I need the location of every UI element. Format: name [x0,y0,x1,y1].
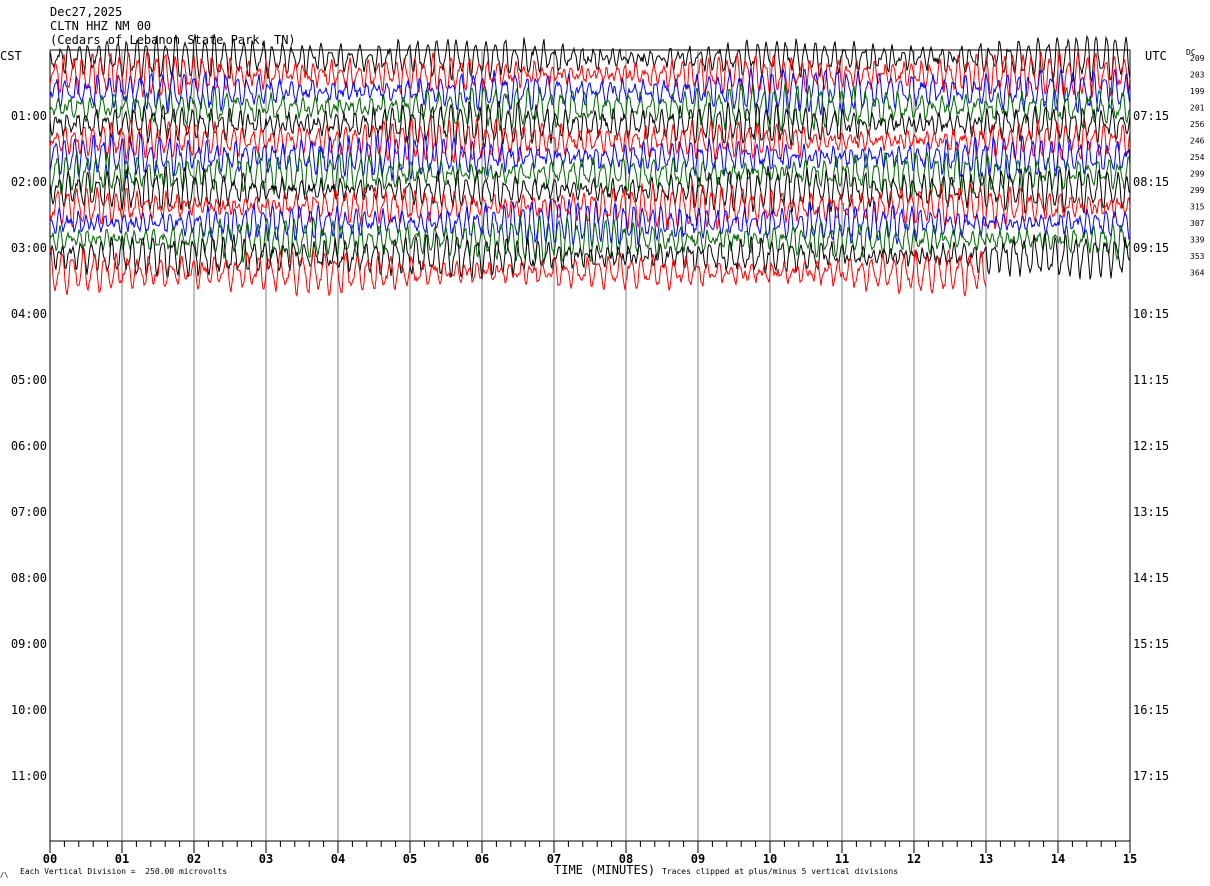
dc-offset-label: 246 [1190,137,1205,146]
header-location: (Cedars of Lebanon State Park, TN) [50,33,296,47]
label-layer: 00 01 02 03 04 05 06 07 08 09 10 11 12 13 14 15 01:00 02:… [11,54,1205,866]
left-hour-label: 03:00 [11,241,47,255]
right-hour-label: 17:15 [1133,769,1169,783]
right-hour-label: 11:15 [1133,373,1169,387]
dc-offset-label: 201 [1190,104,1205,113]
seismic-trace [49,165,1131,215]
x-tick-label: 10 [763,852,777,866]
seismic-trace [49,34,1131,84]
seismic-trace [49,133,1131,181]
cst-axis-title: CST [0,49,22,63]
dc-offset-label: 353 [1190,252,1205,261]
x-tick-label: 13 [979,852,993,866]
seismic-trace [49,248,987,298]
left-hour-label: 07:00 [11,505,47,519]
right-hour-label: 14:15 [1133,571,1169,585]
x-tick-label: 05 [403,852,417,866]
x-tick-label: 15 [1123,852,1137,866]
x-tick-label: 14 [1051,852,1065,866]
left-hour-label: 11:00 [11,769,47,783]
x-tick-label: 09 [691,852,705,866]
clip-note: Traces clipped at plus/minus 5 vertical … [662,867,899,876]
left-hour-label: 08:00 [11,571,47,585]
right-hour-label: 10:15 [1133,307,1169,321]
dc-offset-label: 307 [1190,219,1205,228]
x-tick-label: 11 [835,852,849,866]
division-note: Each Vertical Division = 250.00 microvol… [20,867,228,876]
dc-offset-label: 199 [1190,87,1205,96]
x-tick-label: 04 [331,852,345,866]
left-hour-label: 05:00 [11,373,47,387]
seismic-trace [49,100,1131,149]
seismic-trace [49,66,1131,117]
dc-title: DC [1186,48,1196,57]
dc-offset-label: 256 [1190,120,1205,129]
left-hour-label: 09:00 [11,637,47,651]
dc-offset-label: 339 [1190,236,1205,245]
header-station: CLTN HHZ NM 00 [50,19,152,33]
left-hour-label: 10:00 [11,703,47,717]
x-tick-label: 07 [547,852,561,866]
right-hour-label: 16:15 [1133,703,1169,717]
utc-axis-title: UTC [1145,49,1167,63]
seismic-trace [49,50,1131,99]
dc-offset-label: 364 [1190,269,1205,278]
dc-offset-label: 315 [1190,203,1205,212]
corner-mark: /\ [0,871,9,879]
left-hour-label: 02:00 [11,175,47,189]
seismic-trace [49,215,1131,264]
x-tick-label: 08 [619,852,633,866]
x-tick-label: 06 [475,852,489,866]
x-tick-label: 01 [115,852,129,866]
right-hour-label: 12:15 [1133,439,1169,453]
right-hour-label: 15:15 [1133,637,1169,651]
grid-layer [49,49,1131,853]
left-hour-label: 04:00 [11,307,47,321]
x-tick-label: 02 [187,852,201,866]
seismic-trace [49,199,1131,247]
left-hour-label: 06:00 [11,439,47,453]
x-axis-title: TIME (MINUTES) [554,863,656,877]
dc-offset-label: 203 [1190,71,1205,80]
dc-offset-label: 299 [1190,186,1205,195]
dc-offset-label: 209 [1190,54,1205,63]
seismic-trace [49,182,1131,231]
x-tick-label: 03 [259,852,273,866]
trace-layer [49,34,1131,298]
dc-offset-label: 254 [1190,153,1205,162]
right-hour-label: 07:15 [1133,109,1169,123]
seismic-trace [49,117,1131,164]
right-hour-label: 13:15 [1133,505,1169,519]
right-hour-label: 09:15 [1133,241,1169,255]
header-date: Dec27,2025 [50,5,123,19]
dc-offset-label: 299 [1190,170,1205,179]
left-hour-label: 01:00 [11,109,47,123]
right-hour-label: 08:15 [1133,175,1169,189]
x-tick-label: 00 [43,852,57,866]
x-tick-label: 12 [907,852,921,866]
